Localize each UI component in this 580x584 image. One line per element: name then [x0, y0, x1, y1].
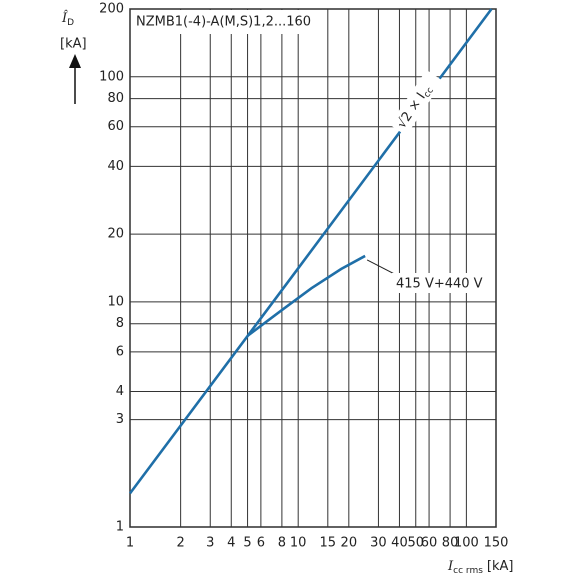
series-line	[246, 254, 366, 337]
x-tick-label: 60	[421, 536, 438, 551]
y-tick-label: 10	[107, 294, 124, 309]
x-tick-label: 6	[257, 536, 265, 551]
x-tick-label: 150	[484, 536, 509, 551]
plot-frame	[129, 8, 497, 528]
y-tick-label: 60	[107, 119, 124, 134]
x-tick-label: 5	[243, 536, 251, 551]
series-name: 415 V+440 V	[396, 277, 483, 292]
x-tick-label: 2	[176, 536, 184, 551]
x-tick-label: 30	[370, 536, 387, 551]
y-tick-label: 4	[116, 384, 124, 399]
axis-arrowhead	[69, 54, 81, 68]
x-tick-label: 50	[407, 536, 424, 551]
x-tick-label: 40	[391, 536, 408, 551]
y-tick-label: 40	[107, 159, 124, 174]
y-tick-label: 20	[107, 227, 124, 242]
y-axis-unit: [kA]	[60, 37, 87, 52]
chart-title: NZMB1(-4)-A(M,S)1,2...160	[136, 15, 311, 30]
series-label: √2 × Icc	[389, 69, 444, 136]
y-tick-label: 80	[107, 91, 124, 106]
label-bg	[392, 273, 484, 293]
title-box	[131, 10, 309, 34]
y-tick-label: 6	[116, 344, 124, 359]
x-axis-label: Icc rms [kA]	[447, 559, 513, 576]
x-tick-label: 8	[278, 536, 286, 551]
x-tick-label: 3	[206, 536, 214, 551]
x-tick-label: 80	[442, 536, 459, 551]
y-axis-label: ÎD	[61, 10, 74, 28]
x-tick-label: 10	[290, 536, 307, 551]
y-tick-label: 8	[116, 316, 124, 331]
x-tick-label: 4	[227, 536, 235, 551]
x-tick-label: 1	[126, 536, 134, 551]
y-tick-label: 3	[116, 412, 124, 427]
x-tick-label: 100	[454, 536, 479, 551]
y-tick-label: 200	[99, 2, 124, 17]
y-tick-label: 1	[116, 520, 124, 535]
x-tick-label: 20	[341, 536, 358, 551]
label-bg	[389, 69, 444, 136]
x-tick-label: 15	[320, 536, 337, 551]
y-tick-label: 100	[99, 69, 124, 84]
